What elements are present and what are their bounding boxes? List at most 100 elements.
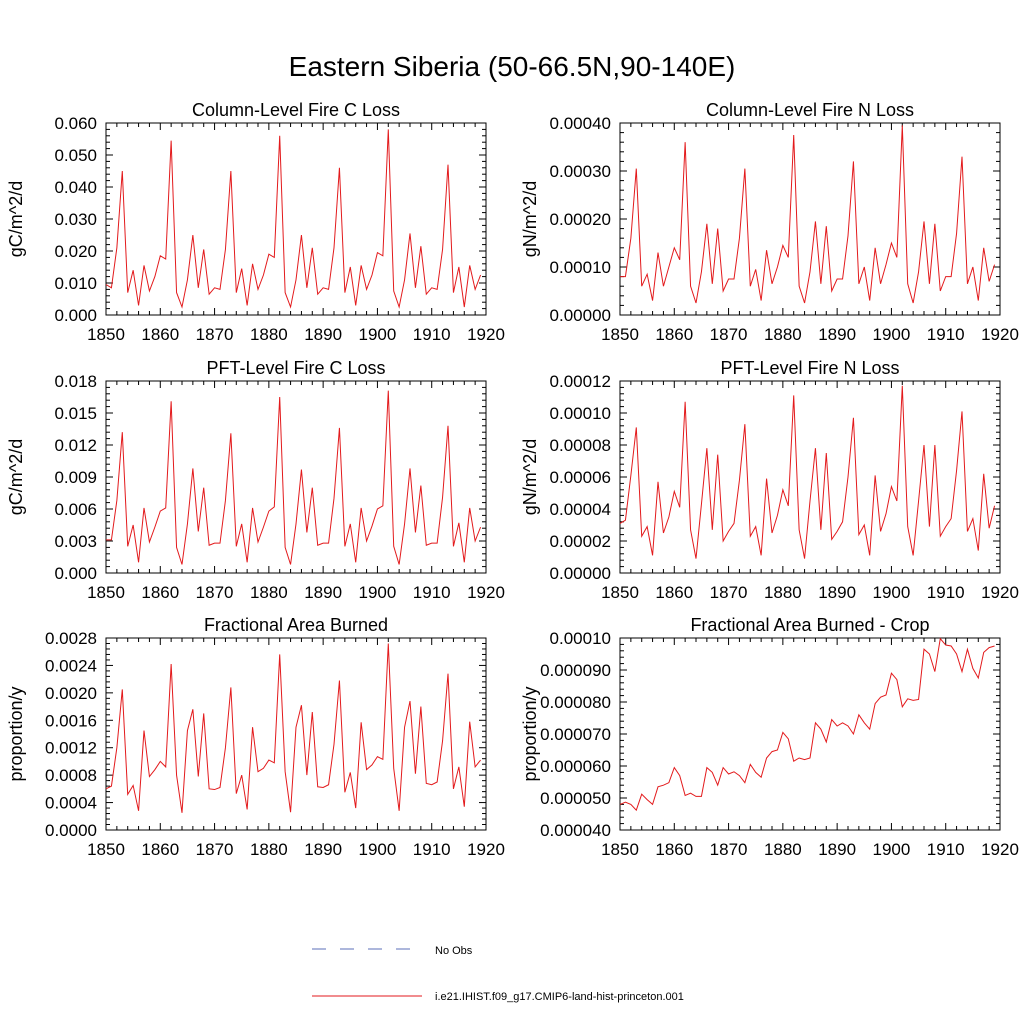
x-tick-label: 1890 [304, 840, 342, 859]
x-tick-label: 1870 [710, 325, 748, 344]
x-tick-label: 1900 [359, 325, 397, 344]
x-tick-label: 1920 [981, 325, 1019, 344]
y-tick-label: 0.00012 [550, 372, 611, 391]
y-tick-label: 0.00000 [550, 564, 611, 583]
panel-3: PFT-Level Fire C Loss gC/m^2/d 1850 1860 187… [6, 358, 505, 602]
plot-frame [105, 122, 487, 316]
x-tick-label: 1870 [710, 583, 748, 602]
panel-4: PFT-Level Fire N Loss gN/m^2/d 1850 1860 187… [520, 358, 1019, 602]
x-tick-label: 1910 [413, 840, 451, 859]
x-tick-label: 1900 [359, 840, 397, 859]
series-line [105, 643, 481, 813]
x-tick-label: 1910 [927, 840, 965, 859]
x-tick-label: 1870 [710, 840, 748, 859]
figure-title: Eastern Siberia (50-66.5N,90-140E) [289, 51, 736, 82]
y-tick-label: 0.009 [54, 468, 97, 487]
series-line [620, 125, 996, 304]
y-tick-label: 0.00020 [550, 210, 611, 229]
y-tick-label: 0.000 [54, 564, 97, 583]
y-tick-label: 0.000040 [540, 821, 611, 840]
y-tick-label: 0.0004 [45, 794, 97, 813]
y-tick-label: 0.0016 [45, 711, 97, 730]
plot-frame [619, 380, 1001, 574]
legend-label-no-obs: No Obs [435, 945, 473, 957]
y-tick-label: 0.040 [54, 178, 97, 197]
plot-frame [105, 637, 487, 831]
x-tick-label: 1860 [655, 325, 693, 344]
y-tick-label: 0.000080 [540, 693, 611, 712]
x-tick-label: 1850 [601, 583, 639, 602]
y-tick-label: 0.0012 [45, 739, 97, 758]
y-axis-label: proportion/y [6, 686, 26, 781]
y-tick-label: 0.0024 [45, 656, 97, 675]
x-tick-label: 1850 [601, 325, 639, 344]
y-axis-label: gC/m^2/d [6, 439, 26, 515]
x-tick-label: 1910 [927, 583, 965, 602]
x-tick-label: 1870 [196, 583, 234, 602]
x-tick-label: 1850 [87, 325, 125, 344]
y-tick-label: 0.030 [54, 210, 97, 229]
y-tick-label: 0.050 [54, 146, 97, 165]
x-tick-label: 1860 [141, 325, 179, 344]
series-line [619, 385, 996, 559]
x-tick-label: 1850 [87, 583, 125, 602]
y-tick-label: 0.006 [54, 500, 97, 519]
panel-title: PFT-Level Fire N Loss [720, 358, 899, 378]
panel-5: Fractional Area Burned proportion/y 1850 18… [6, 615, 505, 859]
series-line [619, 637, 995, 812]
panel-title: Column-Level Fire N Loss [706, 100, 914, 120]
x-tick-label: 1910 [413, 583, 451, 602]
y-tick-label: 0.020 [54, 242, 97, 261]
x-tick-label: 1870 [196, 325, 234, 344]
x-tick-label: 1920 [467, 840, 505, 859]
y-tick-label: 0.0000 [45, 821, 97, 840]
y-tick-label: 0.000060 [540, 757, 611, 776]
y-tick-label: 0.00010 [550, 629, 611, 648]
x-tick-label: 1880 [764, 840, 802, 859]
y-tick-label: 0.00004 [550, 500, 611, 519]
x-tick-label: 1920 [467, 583, 505, 602]
y-axis-label: proportion/y [520, 686, 540, 781]
x-tick-label: 1900 [359, 583, 397, 602]
y-tick-label: 0.060 [54, 114, 97, 133]
panel-title: PFT-Level Fire C Loss [206, 358, 385, 378]
y-tick-label: 0.00008 [550, 436, 611, 455]
x-tick-label: 1890 [304, 583, 342, 602]
x-tick-label: 1890 [818, 840, 856, 859]
x-tick-label: 1860 [655, 840, 693, 859]
panel-6: Fractional Area Burned - Crop proportion/… [520, 615, 1019, 859]
y-tick-label: 0.015 [54, 404, 97, 423]
x-tick-label: 1890 [304, 325, 342, 344]
y-tick-label: 0.012 [54, 436, 97, 455]
x-tick-label: 1890 [818, 325, 856, 344]
x-tick-label: 1920 [981, 840, 1019, 859]
y-tick-label: 0.0020 [45, 684, 97, 703]
x-tick-label: 1880 [764, 325, 802, 344]
legend: No Obs i.e21.IHIST.f09_g17.CMIP6-land-hi… [312, 945, 684, 1003]
x-tick-label: 1850 [87, 840, 125, 859]
x-tick-label: 1880 [250, 583, 288, 602]
plot-frame [619, 637, 1001, 831]
panel-2: Column-Level Fire N Loss gN/m^2/d 1850 1860… [520, 100, 1019, 344]
x-tick-label: 1920 [467, 325, 505, 344]
y-axis-label: gC/m^2/d [6, 181, 26, 257]
y-tick-label: 0.003 [54, 532, 97, 551]
x-tick-label: 1850 [601, 840, 639, 859]
y-tick-label: 0.0008 [45, 766, 97, 785]
y-tick-label: 0.00010 [550, 258, 611, 277]
x-tick-label: 1920 [981, 583, 1019, 602]
y-tick-label: 0.000070 [540, 725, 611, 744]
x-tick-label: 1880 [764, 583, 802, 602]
x-tick-label: 1860 [141, 840, 179, 859]
y-tick-label: 0.00010 [550, 404, 611, 423]
y-tick-label: 0.010 [54, 274, 97, 293]
panel-title: Column-Level Fire C Loss [192, 100, 400, 120]
y-tick-label: 0.0028 [45, 629, 97, 648]
x-tick-label: 1900 [873, 325, 911, 344]
x-tick-label: 1880 [250, 325, 288, 344]
y-axis-label: gN/m^2/d [520, 439, 540, 515]
x-tick-label: 1890 [818, 583, 856, 602]
y-tick-label: 0.00030 [550, 162, 611, 181]
series-line [106, 390, 482, 565]
